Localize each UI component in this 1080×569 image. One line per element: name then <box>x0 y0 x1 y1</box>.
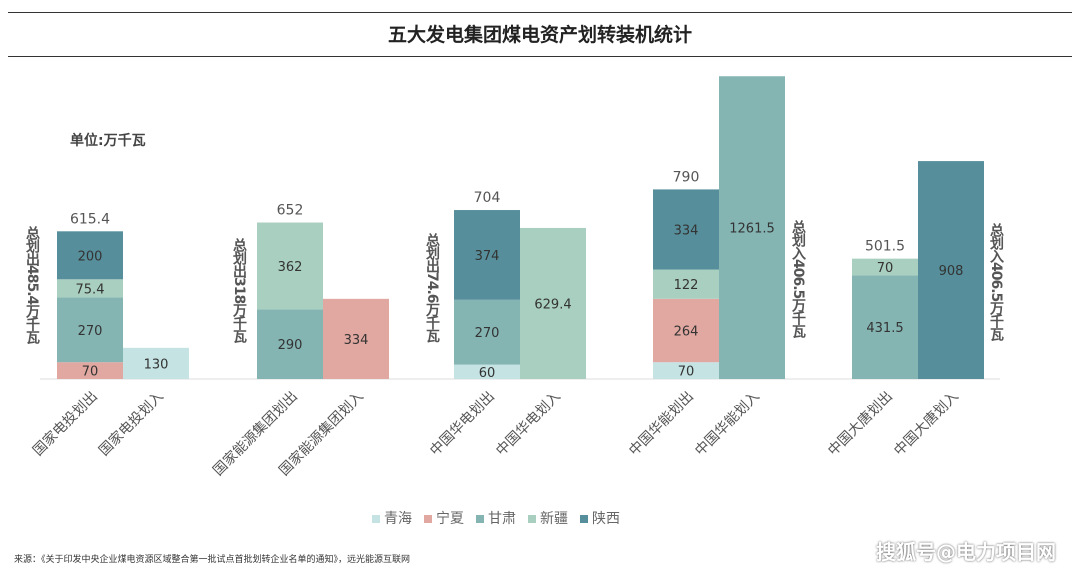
bar-segment <box>653 298 719 363</box>
category-label: 中国华能划入 <box>692 389 763 460</box>
bar-segment <box>57 362 123 379</box>
annotation-3: 总划出74.6万千瓦 <box>424 233 440 342</box>
bar-value-label: 60 <box>479 366 496 381</box>
bar-value-label: 264 <box>674 325 699 340</box>
bar-segment <box>257 309 323 379</box>
bar-value-label: 70 <box>678 365 695 380</box>
bar-segment <box>918 161 984 379</box>
category-label: 中国华能划出 <box>626 389 697 460</box>
bar-segment <box>653 189 719 270</box>
annotation-2: 总划出318万千瓦 <box>231 238 247 343</box>
bar-segment <box>57 297 123 363</box>
legend-label: 甘肃 <box>488 511 516 527</box>
bar-value-label: 200 <box>78 249 103 264</box>
category-label: 中国华电划出 <box>427 389 498 460</box>
annotation-4: 总划入406.5万千瓦 <box>790 220 806 338</box>
legend-label: 宁夏 <box>436 511 464 527</box>
category-label: 国家电投划出 <box>29 388 100 459</box>
legend-swatch <box>528 515 536 523</box>
bar-segment <box>653 362 719 379</box>
watermark: 搜狐号@电力项目网 <box>876 540 1056 564</box>
category-label: 中国大唐划入 <box>890 388 961 459</box>
total-label: 704 <box>474 190 501 206</box>
total-label: 652 <box>277 203 304 219</box>
bar-segment <box>719 76 785 380</box>
bar-segment <box>454 364 520 379</box>
bar-segment <box>57 231 123 280</box>
bar-value-label: 629.4 <box>534 297 571 312</box>
legend-swatch <box>476 515 484 523</box>
unit-label: 单位:万千瓦 <box>70 133 146 149</box>
bar-segment <box>123 347 189 379</box>
legend-swatch <box>424 515 432 523</box>
title-rule <box>8 56 1072 57</box>
bar-value-label: 270 <box>475 326 500 341</box>
source-note: 来源：《关于印发中央企业煤电资源区域整合第一批试点首批划转企业名单的通知》，远光… <box>14 555 411 565</box>
bar-segment <box>257 222 323 310</box>
category-label: 中国华电划入 <box>493 389 564 460</box>
bar-value-label: 122 <box>674 278 699 293</box>
bar-value-label: 70 <box>82 365 99 380</box>
annotation-5: 总划入406.5万千瓦 <box>988 223 1004 341</box>
bar-value-label: 130 <box>144 357 169 372</box>
bar-value-label: 270 <box>78 324 103 339</box>
top-rule <box>8 12 1072 13</box>
legend-item: 陕西 <box>580 508 620 528</box>
bar-segment <box>852 258 918 276</box>
bar-segment <box>852 275 918 379</box>
annotation-1: 总划出485.4万千瓦 <box>24 226 40 344</box>
bar-value-label: 374 <box>475 249 500 264</box>
bar-segment <box>323 298 389 379</box>
bar-value-label: 334 <box>344 333 369 348</box>
bar-value-label: 75.4 <box>76 282 105 297</box>
legend-label: 新疆 <box>540 511 568 527</box>
bar-segment <box>653 269 719 299</box>
legend-item: 新疆 <box>528 508 568 528</box>
bar-segment <box>454 299 520 365</box>
bar-value-label: 290 <box>278 338 303 353</box>
bar-segment <box>57 279 123 298</box>
category-label: 国家电投划入 <box>95 388 166 459</box>
legend-item: 宁夏 <box>424 508 464 528</box>
legend-label: 青海 <box>384 511 412 527</box>
legend-item: 青海 <box>372 508 412 528</box>
bar-segment <box>520 227 586 379</box>
bar-value-label: 1261.5 <box>729 222 775 237</box>
total-label: 501.5 <box>865 239 905 255</box>
bar-value-label: 70 <box>877 261 894 276</box>
legend-swatch <box>372 515 380 523</box>
total-label: 615.4 <box>70 211 110 227</box>
legend-swatch <box>580 515 588 523</box>
chart-title: 五大发电集团煤电资产划转装机统计 <box>387 24 692 46</box>
bar-segment <box>454 210 520 300</box>
total-label: 790 <box>673 169 700 185</box>
category-label: 中国大唐划出 <box>824 388 895 459</box>
legend-item: 甘肃 <box>476 508 516 528</box>
bar-value-label: 431.5 <box>866 321 903 336</box>
bar-value-label: 334 <box>674 223 699 238</box>
legend: 青海 宁夏 甘肃 新疆 陕西 <box>372 508 620 528</box>
legend-label: 陕西 <box>592 511 620 527</box>
bar-value-label: 908 <box>939 264 964 279</box>
bar-value-label: 362 <box>278 260 303 275</box>
